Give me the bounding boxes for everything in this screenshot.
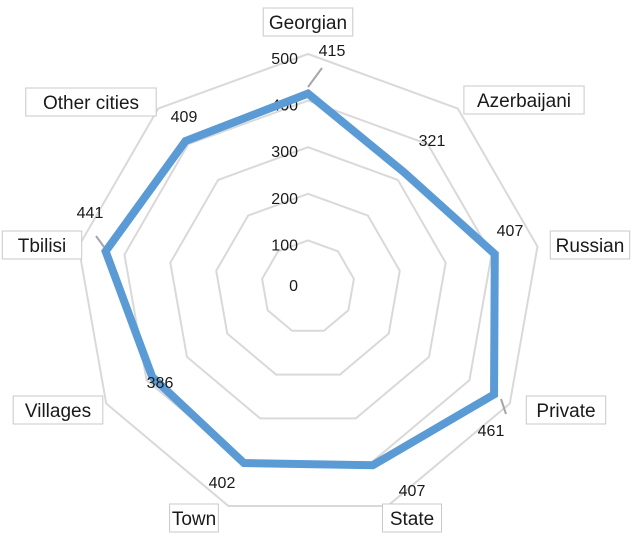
leader-line — [95, 235, 105, 248]
category-label-town: Town — [169, 503, 219, 533]
category-label-azerbaijani: Azerbaijani — [463, 85, 585, 115]
category-label-private: Private — [525, 395, 607, 425]
tick-label-100: 100 — [271, 237, 298, 254]
category-label-russian: Russian — [549, 230, 631, 260]
value-label: 441 — [77, 205, 104, 222]
tick-label-300: 300 — [271, 144, 298, 161]
value-label: 407 — [399, 483, 426, 500]
value-label: 409 — [171, 109, 198, 126]
tick-label-500: 500 — [271, 51, 298, 68]
svg-text:State: State — [390, 509, 434, 530]
grid-ring-300 — [169, 146, 447, 420]
value-label: 415 — [319, 43, 346, 60]
value-label: 407 — [497, 223, 524, 240]
leader-line — [500, 398, 507, 415]
category-labels: Georgian Azerbaijani Russian Private State To… — [1, 7, 631, 533]
svg-text:Private: Private — [536, 401, 595, 422]
leader-lines — [95, 67, 507, 415]
grid-ring-500 — [77, 52, 539, 507]
value-label: 461 — [478, 423, 505, 440]
tick-label-200: 200 — [271, 191, 298, 208]
category-label-villages: Villages — [12, 395, 104, 425]
value-label: 402 — [209, 475, 236, 492]
svg-text:Azerbaijani: Azerbaijani — [477, 91, 571, 112]
value-labels: 415 321 407 461 407 402 386 441 409 — [77, 43, 524, 500]
category-label-georgian: Georgian — [262, 7, 354, 37]
svg-text:Other cities: Other cities — [43, 93, 139, 114]
grid-ring-200 — [215, 192, 401, 376]
tick-label-0: 0 — [289, 278, 298, 295]
radar-grid — [77, 52, 539, 507]
series-line — [101, 89, 499, 470]
svg-text:Tbilisi: Tbilisi — [18, 236, 67, 257]
value-label: 386 — [147, 375, 174, 392]
svg-text:Villages: Villages — [25, 401, 91, 422]
category-label-other-cities: Other cities — [25, 87, 157, 117]
category-label-tbilisi: Tbilisi — [1, 230, 83, 260]
svg-text:Georgian: Georgian — [269, 13, 347, 34]
value-label: 321 — [419, 133, 446, 150]
leader-line — [307, 67, 323, 88]
svg-text:Russian: Russian — [556, 236, 625, 257]
data-series — [101, 89, 499, 470]
grid-ring-100 — [261, 239, 355, 332]
category-label-state: State — [382, 503, 442, 533]
svg-text:Town: Town — [172, 509, 216, 530]
